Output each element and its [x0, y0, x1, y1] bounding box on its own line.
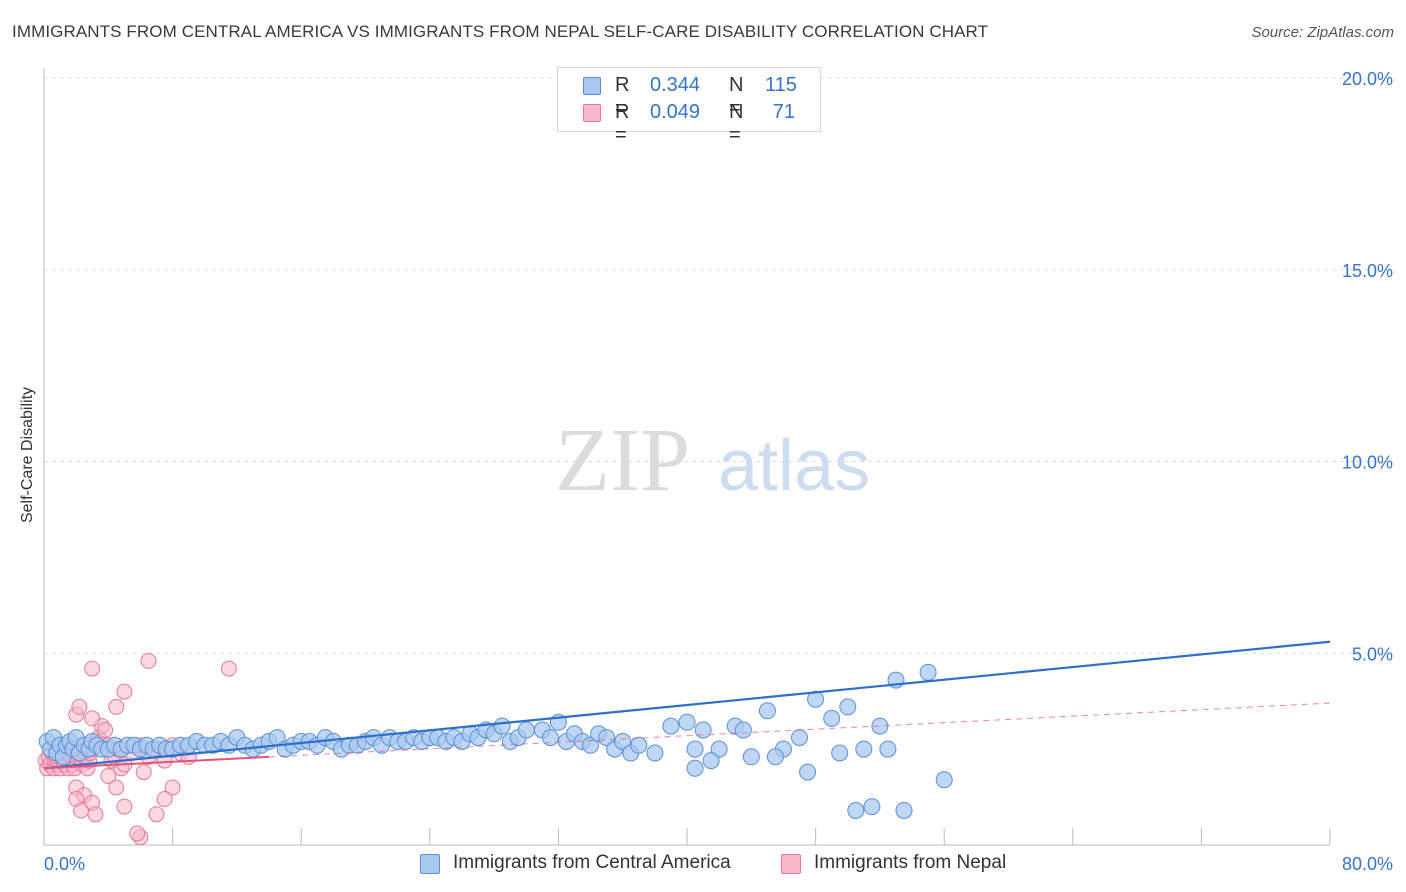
legend-n-value: 115: [765, 74, 797, 96]
central-america-point: [734, 721, 752, 739]
nepal-point: [108, 779, 125, 796]
series-swatch-blue: [420, 854, 440, 874]
central-america-point: [863, 798, 881, 816]
watermark-atlas: atlas: [718, 426, 870, 506]
central-america-point: [935, 771, 953, 789]
central-america-point: [799, 763, 817, 781]
nepal-trend-line-dashed: [269, 702, 1331, 758]
legend-swatch-blue: [583, 77, 601, 95]
y-tick-label: 20.0%: [1342, 69, 1393, 89]
legend-n-label: N =: [729, 101, 744, 146]
correlation-legend: R = 0.344 N = 115 R = 0.049 N = 71: [557, 67, 821, 146]
nepal-point: [84, 710, 101, 727]
central-america-point: [646, 744, 664, 762]
central-america-point: [758, 702, 776, 720]
nepal-point: [140, 652, 157, 669]
y-tick-label: 15.0%: [1342, 261, 1393, 281]
legend-r-label: R =: [615, 74, 630, 119]
legend-r-value: 0.049: [650, 101, 701, 123]
central-america-point: [847, 802, 865, 819]
series-swatch-pink: [781, 854, 801, 874]
x-tick-label-min: 0.0%: [44, 854, 85, 874]
nepal-point: [100, 768, 117, 784]
central-america-point: [895, 802, 913, 819]
central-america-point: [662, 717, 680, 735]
legend-n-label: N =: [729, 74, 744, 119]
central-america-point: [855, 740, 873, 758]
nepal-point: [156, 791, 173, 807]
central-america-point: [598, 729, 616, 747]
central-america-point: [839, 698, 857, 716]
central-america-point: [694, 721, 712, 739]
nepal-point: [97, 722, 114, 738]
y-tick-label: 10.0%: [1342, 453, 1393, 473]
central-america-point: [823, 709, 841, 727]
x-tick-label-max: 80.0%: [1342, 854, 1393, 874]
central-america-trend-line: [43, 640, 1331, 770]
central-america-point: [686, 740, 704, 758]
central-america-point: [879, 740, 897, 758]
central-america-point: [678, 713, 696, 731]
central-america-point: [493, 717, 511, 735]
watermark-zip: ZIP: [555, 411, 690, 510]
central-america-point: [582, 736, 599, 754]
legend-n-value: 71: [772, 101, 795, 123]
gridlines: [44, 77, 1392, 654]
central-america-point: [742, 748, 760, 766]
central-america-point: [541, 729, 559, 747]
axes: [43, 68, 1331, 846]
nepal-point: [87, 806, 104, 823]
central-america-point: [831, 744, 849, 762]
nepal-point: [84, 660, 101, 677]
nepal-trend-line-solid: [43, 755, 270, 770]
central-america-point: [517, 721, 535, 739]
data-points: [37, 652, 953, 846]
source-label: Source: ZipAtlas.com: [1251, 24, 1394, 41]
nepal-point: [129, 825, 146, 842]
central-america-point: [630, 736, 648, 754]
central-america-point: [686, 759, 704, 777]
central-america-point: [791, 729, 808, 747]
nepal-point: [116, 683, 133, 700]
central-america-point: [919, 663, 937, 681]
legend-swatch-pink: [583, 104, 601, 122]
central-america-point: [702, 752, 720, 770]
series-label: Immigrants from Nepal: [814, 852, 1007, 873]
legend-r-value: 0.344: [650, 74, 701, 96]
nepal-point: [220, 660, 237, 677]
y-tick-label: 5.0%: [1352, 644, 1393, 664]
nepal-point: [71, 698, 88, 715]
central-america-point: [766, 748, 784, 766]
trend-lines: [43, 640, 1331, 770]
nepal-point: [135, 764, 152, 781]
central-america-point: [871, 717, 889, 735]
nepal-point: [164, 779, 181, 796]
nepal-point: [116, 798, 133, 815]
nepal-point: [148, 806, 165, 823]
tick-labels: 5.0% 10.0% 15.0% 20.0% 0.0% 80.0%: [44, 69, 1393, 874]
watermark: ZIP atlas: [555, 411, 870, 510]
series-label: Immigrants from Central America: [453, 852, 731, 873]
legend-r-label: R =: [615, 101, 630, 146]
nepal-point: [108, 698, 125, 715]
nepal-point: [73, 802, 89, 819]
chart-title: IMMIGRANTS FROM CENTRAL AMERICA VS IMMIG…: [12, 22, 989, 41]
